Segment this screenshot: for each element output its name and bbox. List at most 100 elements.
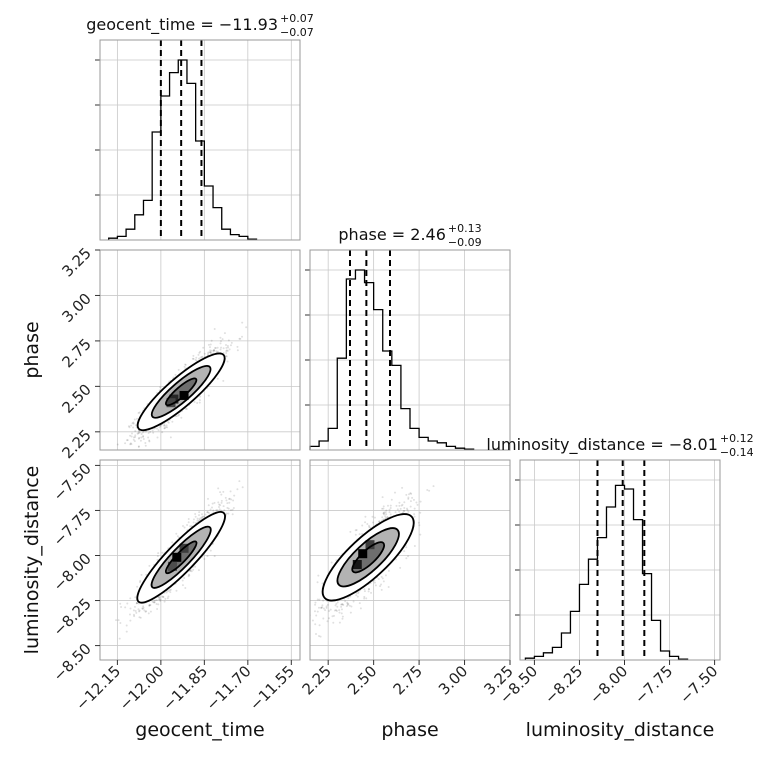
sample-point [407, 510, 410, 513]
sample-point [162, 424, 165, 427]
sample-point [346, 601, 349, 604]
sample-point [135, 417, 138, 420]
sample-point [171, 420, 174, 423]
sample-point [320, 606, 323, 609]
sample-point [236, 349, 239, 352]
sample-point [225, 350, 228, 353]
sample-point [139, 616, 142, 619]
sample-point [198, 517, 201, 520]
sample-point [368, 525, 371, 528]
sample-point [325, 606, 328, 609]
sample-point [231, 513, 234, 516]
x-tick-label: −11.70 [203, 662, 255, 714]
sample-point [346, 602, 349, 605]
sample-point [209, 351, 212, 354]
sample-point [157, 603, 160, 606]
y-tick-label: −8.00 [50, 550, 95, 595]
sample-point [156, 436, 159, 439]
sample-point [216, 509, 219, 512]
sample-point [138, 411, 141, 414]
x-tick-label: 3.00 [435, 662, 471, 698]
sample-point [155, 603, 158, 606]
sample-point [328, 610, 331, 613]
sample-point [357, 590, 360, 593]
sample-point [156, 555, 159, 558]
sample-point [220, 499, 223, 502]
sample-point [316, 610, 319, 613]
panel-frame [519, 459, 721, 661]
sample-point [137, 412, 140, 415]
sample-point [177, 414, 180, 417]
sample-point [389, 504, 392, 507]
sample-point [148, 564, 151, 567]
sample-point [130, 435, 133, 438]
sample-point [357, 592, 360, 595]
sample-point [141, 607, 144, 610]
sample-point [306, 610, 308, 612]
sample-point [365, 597, 368, 600]
sample-point [219, 348, 222, 351]
sample-point [373, 516, 376, 519]
sample-point [387, 586, 390, 589]
sample-point [401, 486, 404, 489]
sample-point [217, 487, 220, 490]
sample-point [319, 635, 322, 638]
scatter-points [115, 480, 244, 640]
sample-point [226, 502, 229, 505]
contour-line-0 [136, 352, 226, 432]
sample-point [403, 509, 406, 512]
sample-point [156, 427, 159, 430]
y-axis-luminosity_distance: −8.50−8.25−8.00−7.75−7.50luminosity_dist… [21, 460, 100, 685]
sample-point [321, 604, 324, 607]
sample-point [364, 521, 367, 524]
density-peak-cell [365, 540, 375, 550]
sample-point [383, 513, 386, 516]
sample-point [228, 497, 231, 500]
sample-point [158, 598, 161, 601]
sample-point [206, 511, 209, 514]
sample-point [413, 545, 416, 548]
sample-point [144, 441, 147, 444]
sample-point [129, 607, 132, 610]
title-plus: +0.07 [280, 12, 314, 25]
sample-point [232, 499, 235, 502]
sample-point [127, 425, 130, 428]
sample-point [322, 607, 325, 610]
sample-point [192, 354, 195, 357]
y-axis-label: phase [21, 321, 43, 378]
sample-point [224, 496, 227, 499]
sample-point [196, 402, 199, 405]
sample-point [133, 440, 136, 443]
sample-point [158, 598, 161, 601]
sample-point [231, 508, 234, 511]
sample-point [406, 507, 409, 510]
sample-point [158, 596, 161, 599]
sample-point [134, 430, 137, 433]
sample-point [212, 509, 215, 512]
sample-point [226, 344, 229, 347]
sample-point [192, 521, 195, 524]
sample-point [336, 601, 339, 604]
sample-point [241, 335, 244, 338]
sample-point [152, 431, 155, 434]
sample-point [208, 346, 211, 349]
sample-point [209, 508, 212, 511]
title-plus: +0.12 [720, 432, 754, 445]
sample-point [227, 346, 230, 349]
sample-point [201, 355, 204, 358]
sample-point [198, 401, 201, 404]
sample-point [184, 407, 187, 410]
sample-point [175, 532, 178, 535]
sample-point [363, 588, 366, 591]
sample-point [226, 349, 229, 352]
sample-point [141, 607, 144, 610]
sample-point [210, 349, 213, 352]
title-plus: +0.13 [448, 222, 482, 235]
sample-point [181, 525, 184, 528]
scatter-points [306, 485, 435, 638]
sample-point [225, 346, 228, 349]
sample-point [322, 617, 325, 620]
sample-point [194, 358, 197, 361]
sample-point [401, 503, 404, 506]
sample-point [335, 602, 338, 605]
